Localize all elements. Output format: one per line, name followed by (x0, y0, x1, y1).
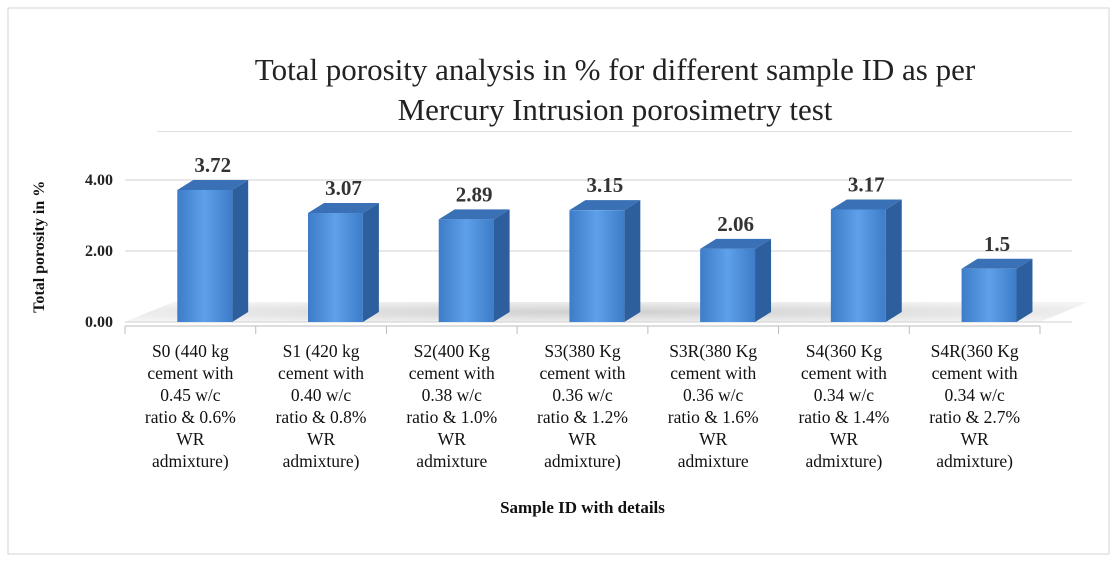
x-tick-label: S3(380 Kg cement with 0.36 w/c ratio & 1… (537, 341, 628, 471)
value-label: 3.72 (194, 153, 231, 177)
bar-front (830, 209, 886, 322)
bar-side (755, 238, 772, 322)
bar-front (438, 219, 494, 322)
y-tick-label: 2.00 (85, 243, 113, 260)
x-tick-label: S3R(380 Kg cement with 0.36 w/c ratio & … (667, 341, 759, 471)
value-label: 1.5 (984, 232, 1010, 256)
value-label: 3.17 (848, 172, 885, 196)
y-tick-label: 0.00 (85, 314, 113, 331)
bar-side (1016, 258, 1033, 322)
value-label: 2.89 (456, 182, 493, 206)
bar (830, 199, 902, 322)
chart-title: Total porosity analysis in % for differe… (254, 52, 976, 127)
bar-front (308, 213, 363, 322)
value-label: 3.07 (325, 176, 362, 200)
bar-top (177, 179, 249, 190)
x-tick-label: S4R(360 Kg cement with 0.34 w/c ratio & … (929, 341, 1021, 471)
bar (438, 209, 510, 322)
x-axis-title: Sample ID with details (500, 498, 665, 517)
value-label: 2.06 (717, 212, 754, 236)
bar-side (493, 209, 510, 322)
bar-side (885, 199, 902, 322)
bar-front (961, 268, 1017, 322)
bar-top (308, 203, 379, 214)
x-tick-label: S0 (440 kg cement with 0.45 w/c ratio & … (144, 341, 236, 471)
frame (7, 7, 1110, 555)
bar-top (438, 209, 510, 220)
bar (569, 200, 641, 322)
bar (961, 258, 1033, 322)
x-tick-label: S2(400 Kg cement with 0.38 w/c ratio & 1… (406, 341, 498, 471)
bar-top (830, 199, 902, 210)
bar (700, 238, 772, 322)
value-label: 3.15 (587, 173, 624, 197)
x-tick-label: S4(360 Kg cement with 0.34 w/c ratio & 1… (798, 341, 890, 471)
bar-top (700, 238, 772, 249)
bar-top (961, 258, 1033, 269)
bar-front (569, 210, 625, 322)
bar-front (700, 248, 756, 322)
bar (177, 179, 249, 322)
bar-side (232, 179, 249, 322)
bar-side (624, 200, 641, 322)
bar-front (177, 189, 233, 322)
y-tick-label: 4.00 (85, 172, 113, 189)
y-axis-title: Total porosity in % (31, 181, 48, 313)
bar (308, 203, 379, 322)
bar-top (569, 200, 641, 211)
x-tick-label: S1 (420 kg cement with 0.40 w/c ratio & … (275, 341, 367, 471)
bar-side (362, 203, 379, 322)
